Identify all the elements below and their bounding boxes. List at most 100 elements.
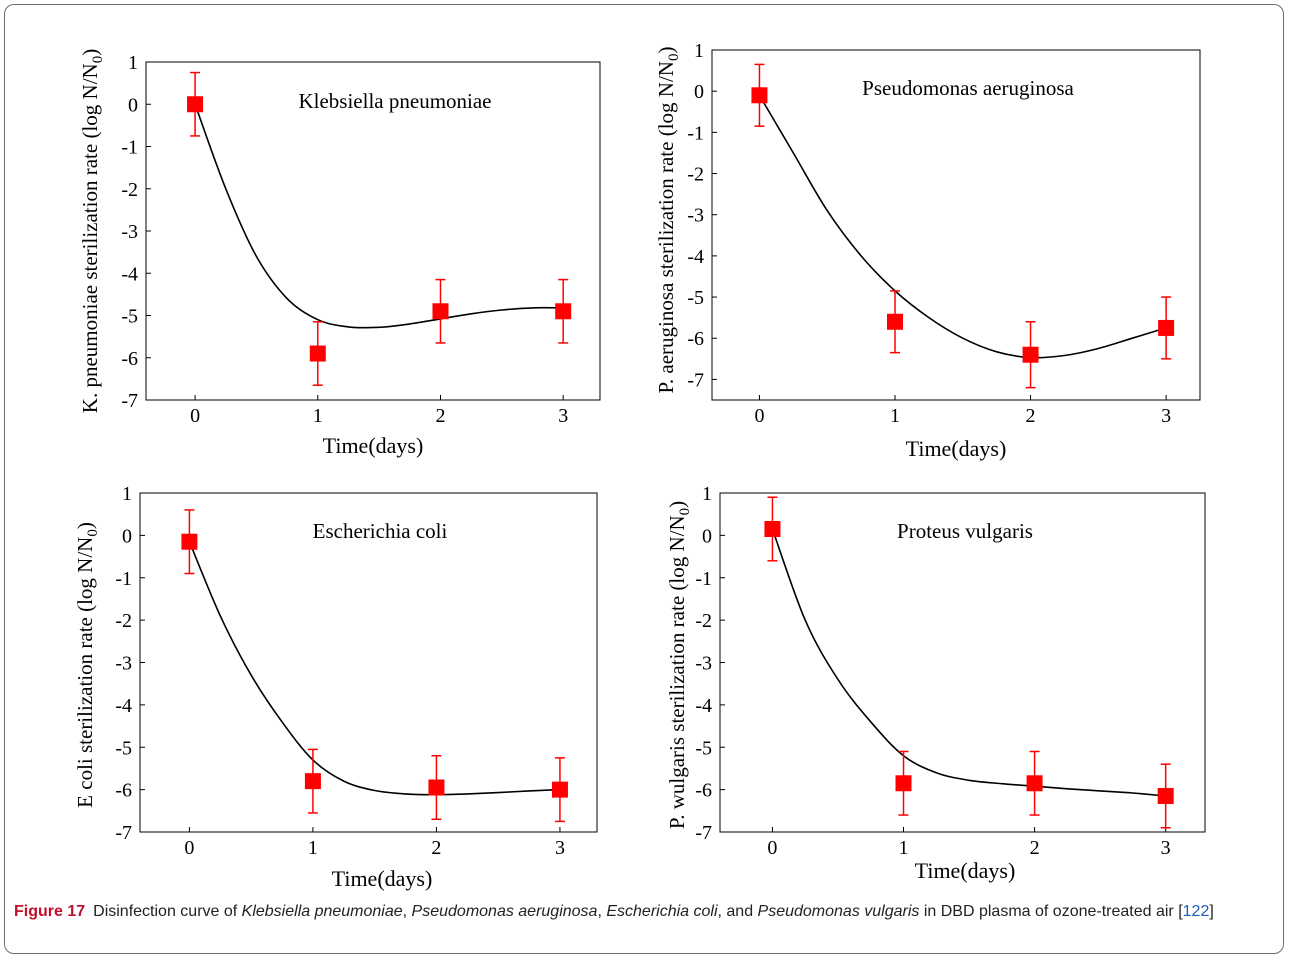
x-tick-label: 2 xyxy=(1026,405,1036,427)
caption-label: Figure 17 xyxy=(14,903,86,920)
y-tick-label: -4 xyxy=(115,695,132,717)
caption-species-1: Klebsiella pneumoniae xyxy=(241,903,403,920)
x-axis-label: Time(days) xyxy=(906,436,1007,461)
data-point-marker xyxy=(751,87,768,104)
y-tick-label: 0 xyxy=(122,525,132,547)
y-tick-label: -4 xyxy=(695,695,712,717)
y-tick-label: -5 xyxy=(695,737,712,759)
y-tick-label: 1 xyxy=(128,52,138,74)
fit-curve xyxy=(771,528,1166,797)
y-tick-label: -1 xyxy=(695,568,712,590)
y-tick-label: -5 xyxy=(121,306,138,328)
fit-curve xyxy=(188,541,560,796)
data-point-marker xyxy=(309,345,326,362)
caption-species-3: Escherichia coli xyxy=(606,903,718,920)
caption-ref-link[interactable]: 122 xyxy=(1182,903,1210,920)
y-tick-label: -4 xyxy=(687,246,704,268)
data-point-marker xyxy=(1157,787,1174,804)
x-tick-label: 3 xyxy=(558,405,568,427)
y-tick-label: -4 xyxy=(121,263,138,285)
x-tick-label: 0 xyxy=(754,405,764,427)
x-tick-label: 0 xyxy=(184,837,194,859)
data-point-marker xyxy=(551,781,568,798)
y-tick-label: 1 xyxy=(122,483,132,505)
x-tick-label: 2 xyxy=(1030,837,1040,859)
y-tick-label: -7 xyxy=(115,822,132,844)
y-tick-label: -5 xyxy=(115,737,132,759)
y-tick-label: -2 xyxy=(695,610,712,632)
y-tick-label: -2 xyxy=(687,164,704,186)
y-tick-label: -7 xyxy=(121,390,138,412)
x-tick-label: 1 xyxy=(308,837,318,859)
data-point-marker xyxy=(1158,319,1175,336)
x-tick-label: 2 xyxy=(431,837,441,859)
panel-title: Proteus vulgaris xyxy=(897,519,1033,543)
y-tick-label: -5 xyxy=(687,287,704,309)
data-point-marker xyxy=(1022,346,1039,363)
x-tick-label: 3 xyxy=(1161,405,1171,427)
x-axis-label: Time(days) xyxy=(332,866,433,891)
caption-sep-3: , and xyxy=(717,903,758,920)
y-tick-label: 1 xyxy=(702,483,712,505)
y-axis-label: K. pneumoniae sterilization rate (log N/… xyxy=(78,49,106,413)
y-tick-label: -1 xyxy=(121,137,138,159)
caption-species-2: Pseudomonas aeruginosa xyxy=(411,903,598,920)
y-tick-label: -1 xyxy=(115,568,132,590)
fit-curve xyxy=(194,104,564,329)
plot-area-frame xyxy=(139,492,598,833)
data-point-marker xyxy=(181,533,198,550)
y-tick-label: -6 xyxy=(121,348,138,370)
figure-caption: Figure 17 Disinfection curve of Klebsiell… xyxy=(14,901,1269,922)
caption-text-1: Disinfection curve of xyxy=(93,903,242,920)
x-axis-label: Time(days) xyxy=(323,433,424,458)
figure-frame xyxy=(4,4,1284,954)
y-tick-label: -6 xyxy=(687,328,704,350)
chart-panel-4: 1 0 -1 -2 -3 -4 -5 -6 -7 0 1 2 3 Proteus vulgaris Time… xyxy=(665,483,1206,883)
y-axis-label: P. aeruginosa sterilization rate (log N/… xyxy=(654,47,682,394)
x-tick-label: 3 xyxy=(1161,837,1171,859)
data-point-marker xyxy=(887,313,903,330)
data-point-marker xyxy=(428,779,445,796)
data-point-marker xyxy=(764,521,781,538)
chart-panel-2: 1 0 -1 -2 -3 -4 -5 -6 -7 0 1 2 3 Pseudomonas aerugino… xyxy=(654,40,1201,461)
y-tick-label: 0 xyxy=(702,525,712,547)
y-tick-label: 1 xyxy=(694,40,704,62)
caption-sep-1: , xyxy=(402,903,412,920)
panel-title: Klebsiella pneumoniae xyxy=(298,89,491,113)
y-tick-label: -7 xyxy=(695,822,712,844)
y-tick-label: -2 xyxy=(115,610,132,632)
chart-panel-3: 1 0 -1 -2 -3 -4 -5 -6 -7 0 1 2 3 Escherichia coli Time… xyxy=(73,483,598,891)
data-point-marker xyxy=(895,775,912,792)
x-tick-label: 0 xyxy=(190,405,200,427)
y-axis-label: E coli sterilization rate (log N/N0) xyxy=(73,522,101,808)
panel-title: Escherichia coli xyxy=(313,519,448,543)
chart-panel-1: 1 0 -1 -2 -3 -4 -5 -6 -7 0 1 2 3 Klebsiella pneumonia… xyxy=(78,49,601,458)
y-tick-label: -3 xyxy=(121,221,138,243)
y-tick-label: -3 xyxy=(695,653,712,675)
y-tick-label: -3 xyxy=(687,205,704,227)
y-tick-label: -6 xyxy=(695,780,712,802)
caption-text-2: in DBD plasma of ozone-treated air [ xyxy=(919,903,1183,920)
x-tick-label: 3 xyxy=(555,837,565,859)
data-point-marker xyxy=(304,773,321,790)
fit-curve xyxy=(758,94,1167,359)
y-axis-label: P. wulgaris sterilization rate (log N/N0… xyxy=(665,501,693,829)
caption-sep-2: , xyxy=(597,903,607,920)
y-tick-label: 0 xyxy=(694,81,704,103)
y-tick-label: -7 xyxy=(687,369,704,391)
data-point-marker xyxy=(432,303,449,320)
x-tick-label: 1 xyxy=(890,405,900,427)
y-tick-label: -1 xyxy=(687,122,704,144)
plot-area-frame xyxy=(719,492,1206,833)
y-tick-label: -2 xyxy=(121,179,138,201)
x-tick-label: 1 xyxy=(899,837,909,859)
data-point-marker xyxy=(555,303,572,320)
y-tick-label: -6 xyxy=(115,780,132,802)
y-tick-label: -3 xyxy=(115,653,132,675)
data-point-marker xyxy=(1026,775,1043,792)
panel-title: Pseudomonas aeruginosa xyxy=(862,76,1074,100)
x-axis-label: Time(days) xyxy=(915,858,1016,883)
caption-species-4: Pseudomonas vulgaris xyxy=(757,903,920,920)
x-tick-label: 2 xyxy=(435,405,445,427)
